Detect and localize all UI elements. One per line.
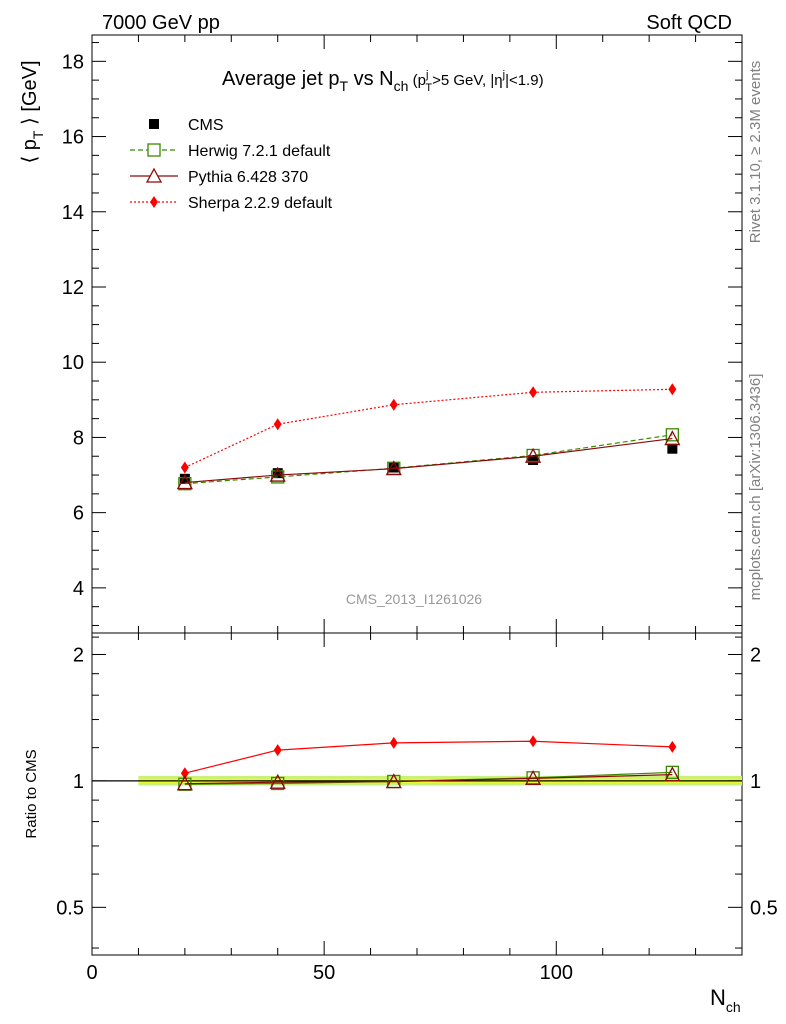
legend-herwig-label: Herwig 7.2.1 default <box>188 143 331 160</box>
legend-cms-marker <box>149 119 159 129</box>
watermark: CMS_2013_I1261026 <box>346 591 482 607</box>
main-ytick-label: 18 <box>62 51 84 73</box>
main-ylabel: ⟨ pT ⟩ [GeV] <box>19 60 46 163</box>
legend-sherpa: Sherpa 2.2.9 default <box>130 195 333 212</box>
legend-sherpa-label: Sherpa 2.2.9 default <box>188 195 333 212</box>
main-panel: 4 6 8 10 12 14 16 18 CMS_2013_I1261026 Average … <box>19 34 743 634</box>
main-sherpa-point <box>389 398 398 411</box>
legend-herwig-marker <box>147 143 161 157</box>
main-sherpa-point <box>668 383 677 396</box>
main-cms-point <box>179 473 190 484</box>
legend: CMS Herwig 7.2.1 default Pythia 6.428 37… <box>130 117 333 212</box>
header-left: 7000 GeV pp <box>102 12 220 34</box>
ratio-ytick-label-right: 2 <box>750 644 761 666</box>
ratio-ytick-label: 0.5 <box>56 897 84 919</box>
ratio-frame <box>91 632 743 956</box>
legend-pythia-marker <box>145 167 163 183</box>
main-ticks: 4 6 8 10 12 14 16 18 <box>62 35 743 633</box>
ratio-sherpa-point <box>668 740 677 753</box>
ratio-pythia-point <box>385 773 402 789</box>
main-ytick-label: 16 <box>62 127 84 149</box>
main-ytick-label: 6 <box>73 503 84 525</box>
ratio-herwig-point <box>271 776 285 791</box>
ratio-data <box>176 735 681 791</box>
legend-herwig: Herwig 7.2.1 default <box>130 143 331 160</box>
ratio-xtick-label: 0 <box>86 962 97 984</box>
main-herwig-point <box>271 470 285 484</box>
main-pythia-point <box>664 430 681 446</box>
main-title: Average jet pT vs Nch (pj T>5 GeV, |ηj|<1… <box>222 68 544 94</box>
main-herwig-point <box>665 428 680 442</box>
main-ytick-label: 14 <box>62 202 84 224</box>
main-pythia-point <box>385 460 402 476</box>
ratio-panel: 0.5 0.5 1 1 2 2 0 50 100 Ratio to CMS Nch <box>23 632 778 1015</box>
ratio-xtick-label: 50 <box>313 962 335 984</box>
main-pythia-line <box>184 437 673 484</box>
main-pythia-point <box>176 474 193 490</box>
main-pythia-point <box>524 447 542 463</box>
mcplots-label: mcplots.cern.ch [arXiv:1306.3436] <box>747 374 764 601</box>
ratio-ticks: 0.5 0.5 1 1 2 2 0 50 100 <box>56 633 778 984</box>
main-ytick-label: 8 <box>73 427 84 449</box>
main-herwig-point <box>178 477 192 491</box>
main-data <box>176 383 681 491</box>
ratio-pythia-point <box>269 773 286 789</box>
main-sherpa-point <box>273 418 282 431</box>
main-ytick-label: 10 <box>62 352 84 374</box>
ratio-pythia-line <box>184 774 673 785</box>
main-cms-point <box>528 454 539 465</box>
legend-pythia: Pythia 6.428 370 <box>130 167 308 186</box>
legend-pythia-label: Pythia 6.428 370 <box>188 169 308 186</box>
main-cms-point <box>388 462 399 473</box>
main-sherpa-point <box>529 386 538 399</box>
legend-cms-label: CMS <box>188 117 224 134</box>
ratio-sherpa-line <box>184 740 673 774</box>
ratio-sherpa-point <box>389 736 398 749</box>
ratio-ylabel: Ratio to CMS <box>23 749 40 838</box>
legend-sherpa-marker <box>150 196 158 208</box>
rivet-label: Rivet 3.1.10, ≥ 2.3M events <box>747 61 764 244</box>
ratio-pythia-point <box>664 766 681 782</box>
main-cms-point <box>667 443 678 454</box>
main-pythia-point <box>269 466 286 482</box>
main-sherpa-point <box>180 461 189 474</box>
ratio-xtick-label: 100 <box>540 962 573 984</box>
ratio-xlabel: Nch <box>710 985 741 1015</box>
ratio-pythia-point <box>176 775 193 791</box>
ratio-ytick-label: 1 <box>73 771 84 793</box>
ratio-sherpa-point <box>529 735 538 748</box>
main-ytick-label: 4 <box>73 578 84 600</box>
ratio-pythia-point <box>524 769 542 786</box>
ratio-sherpa-point <box>180 767 189 780</box>
main-ytick-label: 12 <box>62 277 84 299</box>
header-right: Soft QCD <box>646 12 732 34</box>
ratio-ytick-label-right: 1 <box>750 771 761 793</box>
legend-cms: CMS <box>149 117 224 134</box>
ratio-ytick-label: 2 <box>73 644 84 666</box>
ratio-ytick-label-right: 0.5 <box>750 897 778 919</box>
ratio-sherpa-point <box>273 744 282 757</box>
main-sherpa-line <box>184 388 673 469</box>
main-cms-point <box>272 468 283 479</box>
